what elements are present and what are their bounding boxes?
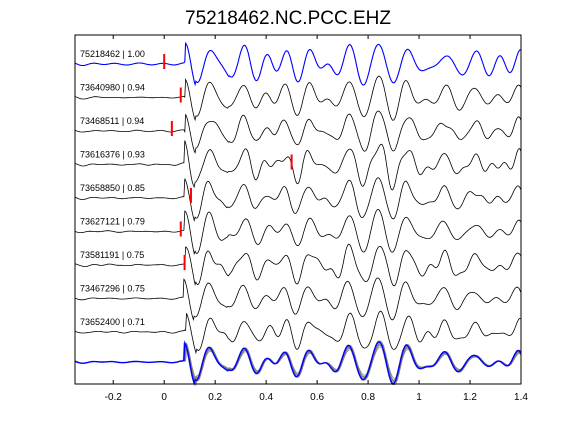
pick-markers (163, 54, 293, 270)
trace-labels: 75218462 | 1.00 73640980 | 0.94 73468511 |… (80, 49, 145, 327)
trace-label: 73467296 | 0.75 (80, 284, 145, 294)
trace-label: 73468511 | 0.94 (80, 116, 144, 126)
trace-label: 75218462 | 1.00 (80, 49, 145, 59)
trace-line (74, 41, 521, 87)
x-tick-label: 0.4 (259, 392, 273, 403)
trace-line (74, 140, 522, 191)
trace-label: 73640980 | 0.94 (80, 83, 145, 93)
chart-title: 75218462.NC.PCC.EHZ (185, 8, 391, 29)
trace-line (74, 277, 522, 322)
trace-label: 73581191 | 0.75 (80, 250, 144, 260)
x-tick-label: -0.2 (105, 392, 123, 403)
trace-line (74, 310, 522, 355)
trace-label: 73616376 | 0.93 (80, 150, 145, 160)
x-tick-label: 1 (416, 392, 422, 403)
stack-trace-line (74, 340, 522, 387)
stack-reference-line (74, 340, 522, 386)
x-axis: -0.2 0 0.2 0.4 0.6 0.8 1 1.2 1.4 (105, 35, 528, 403)
x-tick-label: 0.2 (208, 392, 222, 403)
x-tick-label: 1.2 (463, 392, 477, 403)
trace-label: 73652400 | 0.71 (80, 317, 145, 327)
trace-line (74, 243, 522, 287)
trace-line (74, 208, 522, 256)
trace-group (74, 41, 522, 355)
axes-frame (74, 34, 522, 385)
trace-line (74, 75, 522, 122)
trace-label: 73658850 | 0.85 (80, 183, 145, 193)
stack-overlay (74, 340, 522, 387)
stack-trace-line (74, 340, 522, 386)
trace-line (74, 177, 522, 222)
x-tick-label: 0.8 (361, 392, 375, 403)
x-tick-label: 0 (161, 392, 167, 403)
x-tick-label: 1.4 (514, 392, 528, 403)
x-tick-label: 0.6 (310, 392, 324, 403)
trace-line (74, 110, 522, 155)
trace-label: 73627121 | 0.79 (80, 217, 145, 227)
